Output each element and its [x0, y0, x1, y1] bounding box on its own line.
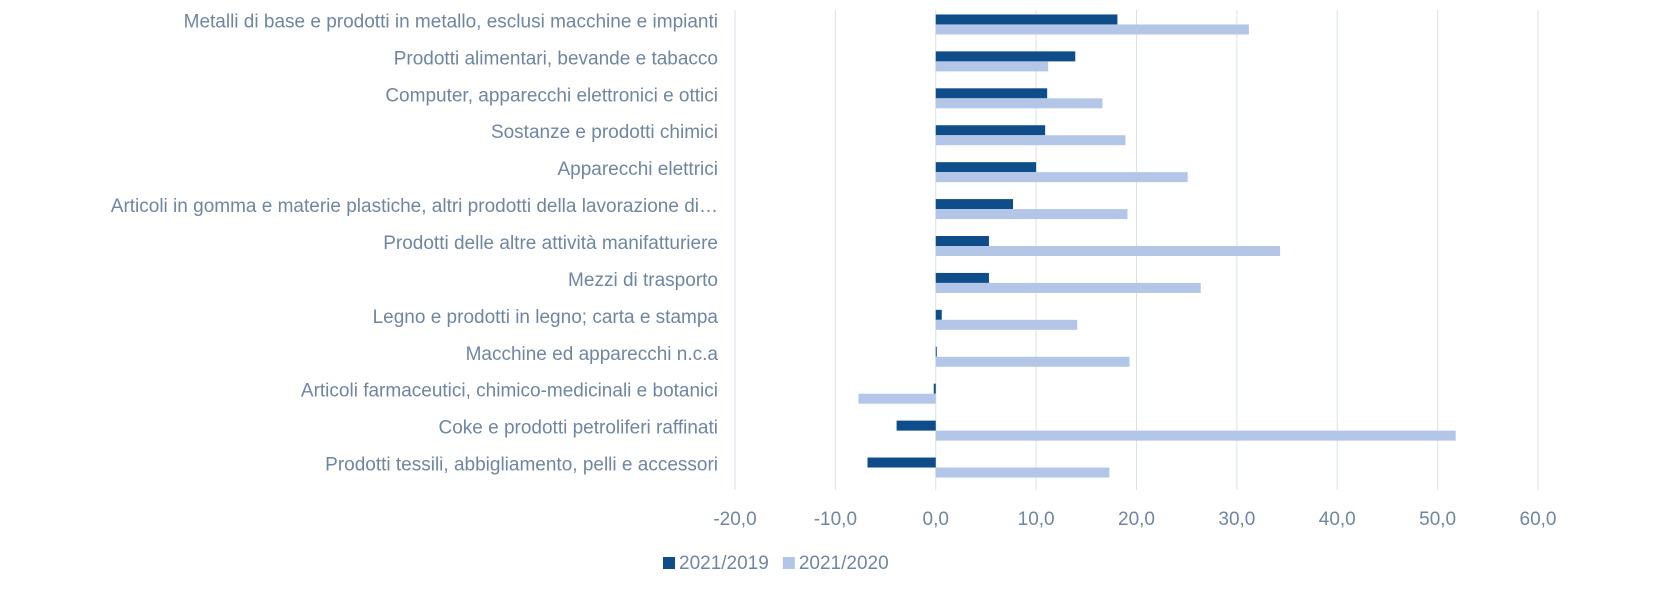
bar	[858, 393, 936, 404]
category-label: Prodotti alimentari, bevande e tabacco	[394, 48, 718, 69]
category-label: Coke e prodotti petroliferi raffinati	[438, 418, 718, 439]
bar	[935, 14, 1118, 25]
category-label: Prodotti delle altre attività manifattur…	[383, 233, 718, 254]
bar	[935, 430, 1456, 441]
x-tick-label: 50,0	[1419, 509, 1456, 530]
bar	[935, 209, 1128, 220]
bar	[935, 282, 1201, 293]
bar	[935, 88, 1048, 99]
bar	[935, 467, 1110, 478]
category-label: Metalli di base e prodotti in metallo, e…	[184, 11, 718, 32]
legend-label: 2021/2019	[679, 553, 769, 574]
bar	[935, 356, 1130, 367]
x-tick-label: 30,0	[1218, 509, 1255, 530]
x-tick-label: 10,0	[1018, 509, 1055, 530]
category-label: Computer, apparecchi elettronici e ottic…	[385, 85, 718, 106]
category-label: Apparecchi elettrici	[557, 159, 718, 180]
legend-swatch	[663, 557, 675, 569]
bar	[935, 125, 1046, 136]
x-tick-label: 40,0	[1319, 509, 1356, 530]
x-tick-label: 20,0	[1118, 509, 1155, 530]
bar	[935, 172, 1188, 183]
category-label: Articoli in gomma e materie plastiche, a…	[111, 196, 718, 217]
category-label: Articoli farmaceutici, chimico-medicinal…	[301, 381, 718, 402]
bar	[935, 346, 937, 357]
category-label: Legno e prodotti in legno; carta e stamp…	[373, 307, 719, 328]
bar	[867, 457, 936, 468]
legend-label: 2021/2020	[799, 553, 889, 574]
bar	[935, 24, 1249, 35]
bar	[935, 162, 1037, 173]
bar	[935, 51, 1076, 62]
x-tick-label: -10,0	[814, 509, 857, 530]
x-tick-label: -20,0	[713, 509, 756, 530]
category-label: Sostanze e prodotti chimici	[491, 122, 718, 143]
category-label: Macchine ed apparecchi n.c.a	[466, 344, 719, 365]
bar	[935, 272, 989, 283]
bar	[935, 135, 1126, 146]
bar	[896, 420, 936, 431]
bar	[935, 309, 942, 320]
bar	[935, 319, 1078, 330]
category-label: Prodotti tessili, abbigliamento, pelli e…	[325, 455, 718, 476]
bar	[933, 383, 936, 394]
bar	[935, 246, 1281, 256]
bar	[935, 236, 989, 246]
bar	[935, 98, 1103, 109]
x-tick-label: 60,0	[1520, 509, 1557, 530]
bar	[935, 199, 1014, 210]
legend-swatch	[782, 557, 795, 569]
category-label: Mezzi di trasporto	[568, 270, 718, 291]
bar	[935, 61, 1049, 72]
x-tick-label: 0,0	[923, 509, 949, 530]
